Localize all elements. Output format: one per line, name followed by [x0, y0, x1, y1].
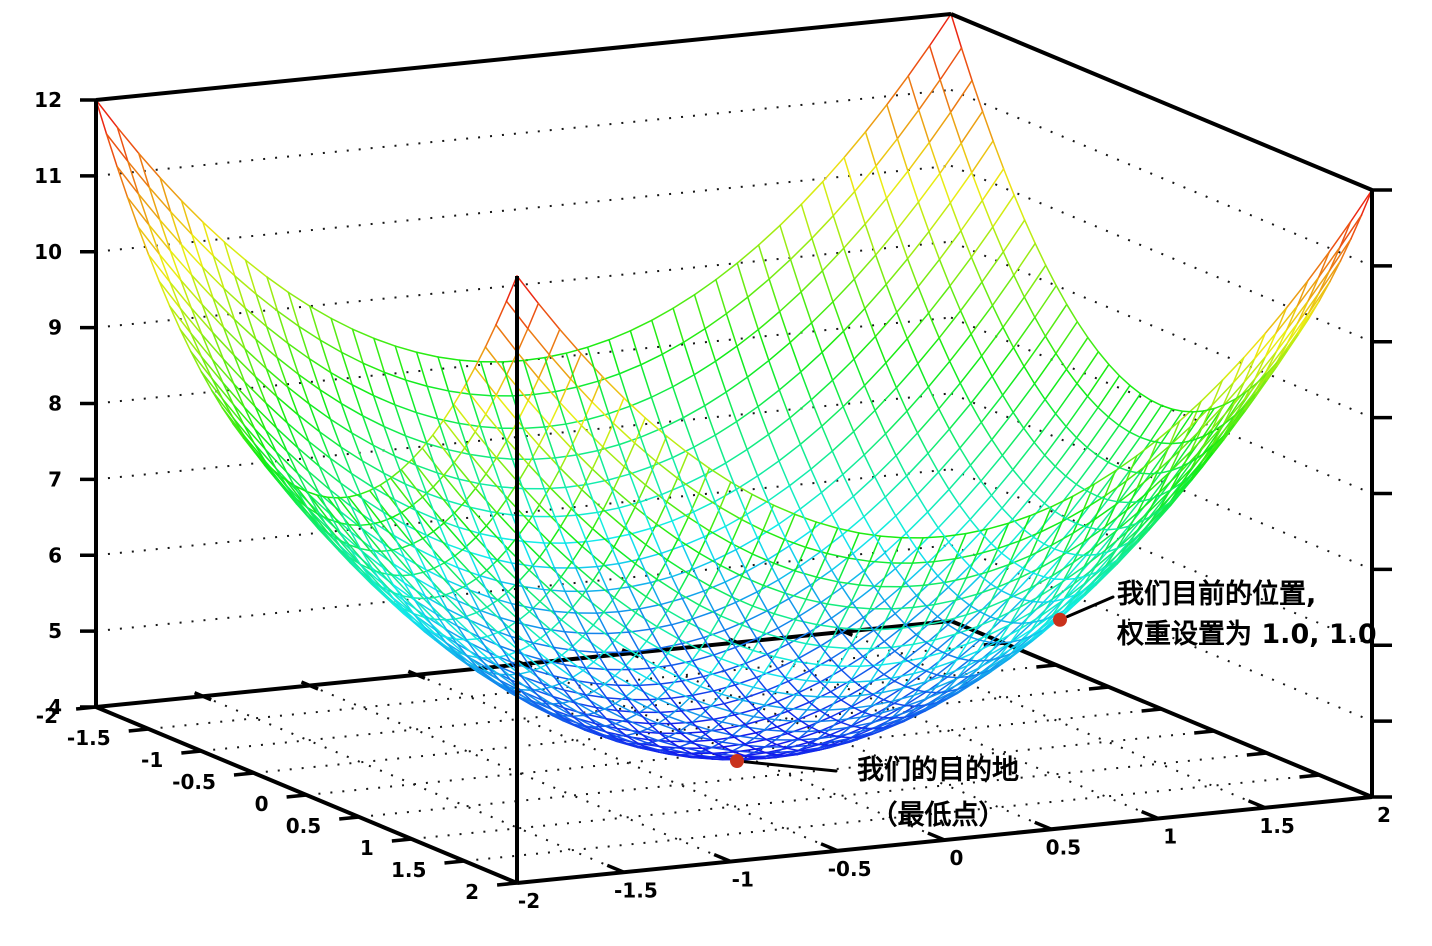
x-tick-label: 1: [360, 836, 374, 860]
x-tick-label: -2: [36, 704, 58, 728]
z-tick-label: 5: [48, 619, 62, 643]
y-tick-label: -1: [732, 868, 754, 892]
leader-line-destination: [743, 760, 838, 773]
annotation-destination: 我们的目的地 （最低点）: [832, 748, 1044, 838]
y-tick-label: -2: [518, 889, 540, 913]
y-axis-ticks: -2 -1.5 -1 -0.5 0 0.5 1 1.5 2: [499, 788, 1391, 913]
x-axis-ticks: -2 -1.5 -1 -0.5 0 0.5 1 1.5 2: [36, 704, 518, 904]
z-tick-label: 11: [34, 164, 62, 188]
y-tick-label: 2: [1377, 803, 1391, 827]
z-tick-label: 4: [48, 695, 62, 719]
y-tick-label: 0: [950, 846, 964, 870]
annotation-current-position: 我们目前的位置, 权重设置为 1.0, 1.0: [1117, 575, 1377, 655]
z-tick-label: 10: [34, 240, 62, 264]
y-tick-label: -1.5: [614, 878, 658, 902]
z-tick-label: 7: [48, 467, 62, 491]
annotation-markers: [730, 595, 1115, 773]
x-tick-label: 0.5: [286, 814, 321, 838]
marker-destination: [730, 754, 744, 768]
annotation-text-line: 我们目前的位置,: [1117, 579, 1317, 610]
x-tick-label: 0: [255, 792, 269, 816]
wireframe-mesh: [95, 13, 1373, 761]
leader-line-current-position: [1065, 595, 1115, 619]
z-tick-label: 12: [34, 88, 62, 112]
x-tick-label: 1.5: [391, 858, 426, 882]
x-tick-label: -1.5: [67, 726, 111, 750]
z-tick-label: 8: [48, 392, 62, 416]
y-tick-label: 1.5: [1259, 814, 1294, 838]
y-tick-label: 1: [1163, 825, 1177, 849]
annotation-text-line: 权重设置为 1.0, 1.0: [1117, 619, 1377, 650]
x-tick-label: 2: [465, 880, 479, 904]
annotation-text-line: （最低点）: [870, 800, 1006, 831]
z-tick-label: 9: [48, 316, 62, 340]
z-axis-ticks: 4 5 6 7 8 9 10 11 12: [34, 88, 1392, 799]
marker-current-position: [1053, 612, 1067, 627]
y-tick-label: -0.5: [828, 857, 872, 881]
x-tick-label: -0.5: [172, 770, 216, 794]
y-tick-label: 0.5: [1046, 835, 1081, 859]
x-tick-label: -1: [141, 748, 163, 772]
annotation-text-line: 我们的目的地: [857, 755, 1019, 786]
z-tick-label: 6: [48, 543, 62, 567]
